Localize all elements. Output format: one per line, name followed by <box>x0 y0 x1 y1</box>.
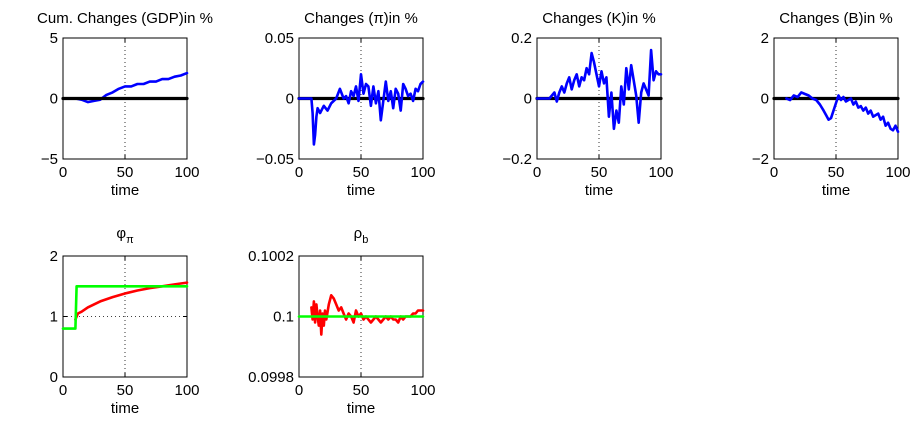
y-tick-label: 0 <box>50 369 58 386</box>
x-tick-label: 100 <box>410 382 435 399</box>
y-tick-label: 0 <box>524 91 532 108</box>
x-tick-label: 0 <box>295 164 303 181</box>
subplot-6: 0 50 100 0.0998 0.1 0.1002 time ρb <box>248 225 435 417</box>
x-tick-label: 100 <box>410 164 435 181</box>
x-tick-label: 100 <box>174 382 199 399</box>
x-tick-label: 50 <box>828 164 845 181</box>
x-axis-label: time <box>822 182 850 199</box>
x-axis-label: time <box>347 400 375 417</box>
x-tick-label: 0 <box>770 164 778 181</box>
y-tick-label: 1 <box>50 309 58 326</box>
x-tick-label: 0 <box>295 382 303 399</box>
x-tick-label: 0 <box>533 164 541 181</box>
y-tick-label: 0.0998 <box>248 369 294 386</box>
y-tick-label: 0.1 <box>273 309 294 326</box>
series-line-2 <box>785 91 900 134</box>
subplot-title: Changes (B)in % <box>779 10 892 27</box>
y-tick-label: −0.2 <box>502 151 532 168</box>
subplot-5: 0 50 100 0 1 2 time φπ <box>50 225 200 417</box>
x-axis-label: time <box>111 400 139 417</box>
x-tick-label: 100 <box>648 164 673 181</box>
y-tick-label: 0 <box>50 91 58 108</box>
x-axis-label: time <box>111 182 139 199</box>
series-line-2 <box>61 284 189 330</box>
subplot-title: Changes (K)in % <box>542 10 655 27</box>
y-tick-label: −2 <box>752 151 769 168</box>
y-tick-label: 0.2 <box>511 30 532 47</box>
series-line-2 <box>535 48 663 131</box>
subplot-title: Changes (π)in % <box>304 10 418 27</box>
series-line-1 <box>310 293 425 336</box>
subplot-title: φπ <box>116 225 134 246</box>
x-tick-label: 0 <box>59 382 67 399</box>
x-axis-label: time <box>347 182 375 199</box>
y-tick-label: 5 <box>50 30 58 47</box>
subplot-title: ρb <box>354 225 369 246</box>
x-tick-label: 100 <box>174 164 199 181</box>
y-tick-label: 0 <box>761 91 769 108</box>
series-line-1 <box>74 71 189 104</box>
series-line-2 <box>297 73 425 146</box>
x-tick-label: 0 <box>59 164 67 181</box>
y-tick-label: −0.05 <box>256 151 294 168</box>
x-axis-label: time <box>585 182 613 199</box>
x-tick-label: 50 <box>117 382 134 399</box>
y-tick-label: 0.1002 <box>248 248 294 265</box>
x-tick-label: 50 <box>117 164 134 181</box>
y-tick-label: 2 <box>50 248 58 265</box>
x-tick-label: 50 <box>353 382 370 399</box>
y-tick-label: 2 <box>761 30 769 47</box>
y-tick-label: −5 <box>41 151 58 168</box>
subplot-title: Cum. Changes (GDP)in % <box>37 10 213 27</box>
y-tick-label: 0 <box>286 91 294 108</box>
x-tick-label: 50 <box>591 164 608 181</box>
x-tick-label: 100 <box>885 164 910 181</box>
x-tick-label: 50 <box>353 164 370 181</box>
y-tick-label: 0.05 <box>265 30 294 47</box>
